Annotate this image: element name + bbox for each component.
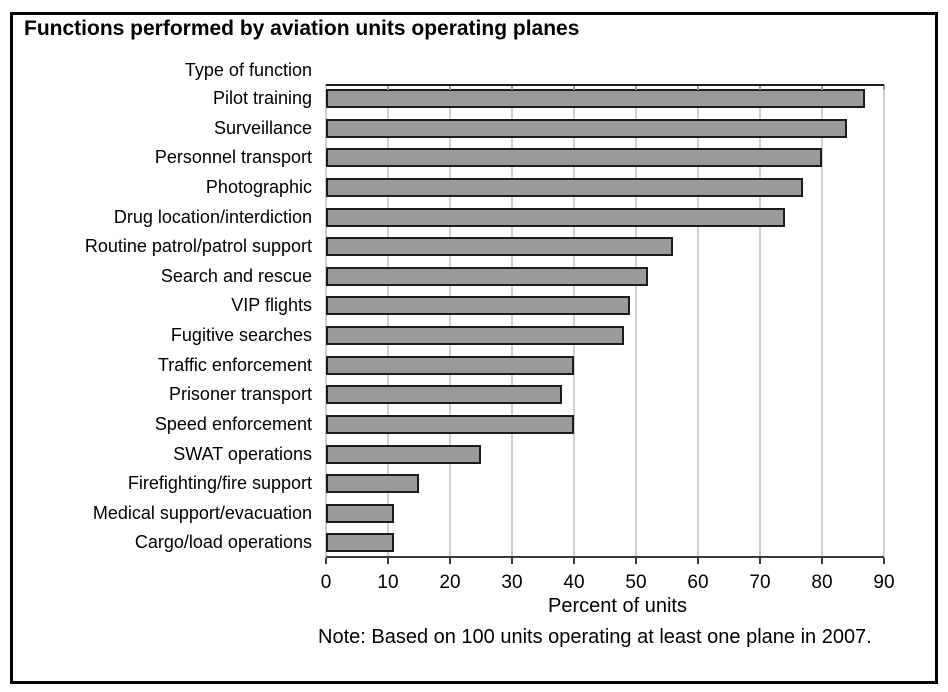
category-label: SWAT operations <box>173 443 312 464</box>
chart-frame: Functions performed by aviation units op… <box>10 12 938 684</box>
x-axis-tick <box>820 558 823 564</box>
x-axis-tick <box>696 558 699 564</box>
x-axis-tick-label: 10 <box>377 572 399 593</box>
bar <box>326 474 419 494</box>
top-tick-mark <box>820 86 823 90</box>
bar <box>326 326 624 345</box>
bar <box>326 89 866 108</box>
bar <box>326 355 574 375</box>
gridline <box>572 84 575 558</box>
x-axis-tick-label: 40 <box>563 572 585 593</box>
x-axis-tick <box>448 558 451 564</box>
x-axis-tick-label: 20 <box>439 572 461 593</box>
x-axis-line <box>326 556 884 558</box>
category-label: Personnel transport <box>154 147 312 168</box>
gridline <box>759 84 761 558</box>
bar <box>326 533 395 553</box>
gridline <box>325 84 327 558</box>
gridline <box>386 84 389 558</box>
category-label: Surveillance <box>213 117 312 138</box>
x-axis-tick <box>325 558 327 564</box>
x-axis-tick-label: 60 <box>687 572 709 593</box>
bar <box>326 444 481 464</box>
bar <box>326 414 574 434</box>
top-tick-mark <box>448 86 451 90</box>
bar <box>326 118 847 138</box>
x-axis-tick <box>386 558 389 564</box>
category-label: Speed enforcement <box>154 413 312 434</box>
top-tick-mark <box>635 86 637 90</box>
top-tick-mark <box>696 86 699 90</box>
x-axis-tick <box>510 558 513 564</box>
bar <box>326 296 630 316</box>
top-tick-mark <box>759 86 761 90</box>
chart-note: Note: Based on 100 units operating at le… <box>318 626 872 648</box>
plot-top-border <box>326 84 884 86</box>
category-label: VIP flights <box>231 295 312 316</box>
x-axis-tick-label: 30 <box>501 572 523 593</box>
category-label: Routine patrol/patrol support <box>84 236 312 257</box>
category-label: Search and rescue <box>160 265 312 286</box>
category-label: Pilot training <box>212 88 312 108</box>
bar <box>326 177 804 197</box>
x-axis-tick-label: 80 <box>811 572 833 593</box>
top-tick-mark <box>510 86 513 90</box>
category-labels: Pilot training Surveillance Personnel tran… <box>23 84 312 558</box>
y-axis-header: Type of function <box>184 60 312 80</box>
top-tick-mark <box>572 86 575 90</box>
category-label: Cargo/load operations <box>134 532 312 553</box>
gridline <box>510 84 513 558</box>
gridline <box>696 84 699 558</box>
category-label: Photographic <box>205 176 312 197</box>
chart-title: Functions performed by aviation units op… <box>24 17 580 40</box>
gridline <box>820 84 823 558</box>
category-label: Firefighting/fire support <box>127 473 312 494</box>
bar <box>326 266 649 286</box>
category-label: Medical support/evacuation <box>92 502 312 523</box>
x-axis-tick <box>759 558 761 564</box>
bar <box>326 207 785 227</box>
x-axis-label: Percent of units <box>548 595 687 617</box>
gridline <box>635 84 637 558</box>
top-tick-mark <box>883 86 885 90</box>
plot-area: 0 10 20 30 40 50 60 70 80 90 <box>321 84 895 593</box>
bar <box>326 503 395 523</box>
x-axis-tick-label: 70 <box>749 572 771 593</box>
gridline <box>883 84 885 558</box>
bar <box>326 148 822 168</box>
category-label: Drug location/interdiction <box>113 206 312 227</box>
top-tick-mark <box>386 86 389 90</box>
x-axis-tick-label: 90 <box>873 572 895 593</box>
gridline <box>448 84 451 558</box>
category-label: Fugitive searches <box>170 325 312 345</box>
category-label: Traffic enforcement <box>157 354 312 375</box>
bar <box>326 237 674 257</box>
x-axis-tick <box>572 558 575 564</box>
x-axis-tick-label: 0 <box>320 572 332 593</box>
x-axis-tick <box>883 558 885 564</box>
category-label: Prisoner transport <box>168 384 312 405</box>
x-axis-tick <box>635 558 637 564</box>
x-axis-tick-label: 50 <box>625 572 647 593</box>
bar <box>326 385 562 405</box>
